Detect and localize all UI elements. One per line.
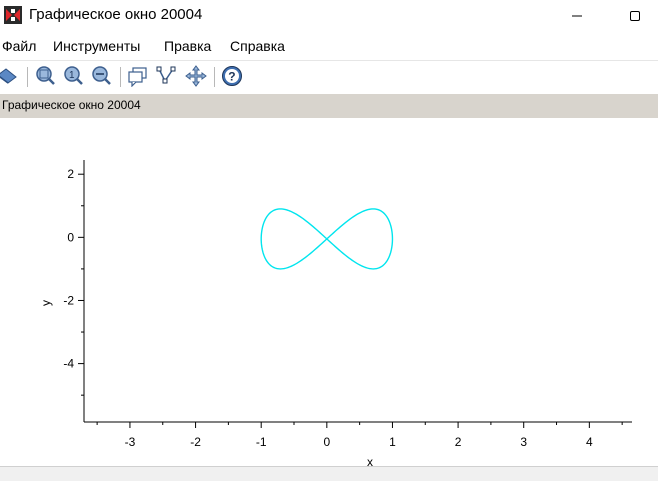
datatip-button[interactable] <box>127 65 149 87</box>
x-tick-label: 3 <box>520 435 527 449</box>
plot-svg: -3 -2 -1 0 1 2 3 4 2 0 -2 -4 y x <box>39 160 632 469</box>
toolbar-separator <box>214 67 215 87</box>
figure-info-bar: Графическое окно 20004 <box>0 94 658 118</box>
pan-icon <box>185 65 207 87</box>
y-tick-label: 2 <box>67 167 74 181</box>
menu-file[interactable]: Файл <box>2 38 37 54</box>
x-tick-label: 4 <box>586 435 593 449</box>
x-tick-label: 1 <box>389 435 396 449</box>
toolbar-separator <box>120 67 121 87</box>
toolbar-separator <box>27 67 28 87</box>
zoom-in-button[interactable] <box>34 65 56 87</box>
scilab-app-icon <box>4 6 22 24</box>
editor-button[interactable] <box>155 65 177 87</box>
toolbar: 1 ? <box>0 60 658 93</box>
menu-edit[interactable]: Правка <box>164 38 212 54</box>
menu-help[interactable]: Справка <box>230 38 285 54</box>
curve-series <box>260 208 394 270</box>
y-tick-label: -2 <box>63 293 74 307</box>
zoom-one-button[interactable]: 1 <box>62 65 84 87</box>
status-bar <box>0 466 658 481</box>
editor-icon <box>156 66 176 84</box>
title-bar: Графическое окно 20004 <box>0 0 658 32</box>
x-tick-label: -1 <box>256 435 267 449</box>
help-button[interactable]: ? <box>221 65 243 87</box>
rotate-icon <box>0 68 17 84</box>
x-tick-label: 0 <box>323 435 330 449</box>
pan-button[interactable] <box>185 65 207 87</box>
minimize-icon <box>572 15 582 17</box>
rotate-button[interactable] <box>0 65 18 87</box>
plot-canvas[interactable]: -3 -2 -1 0 1 2 3 4 2 0 -2 -4 y x <box>0 118 658 469</box>
minimize-button[interactable] <box>554 0 600 32</box>
x-tick-label: -2 <box>190 435 201 449</box>
zoom-in-icon <box>36 66 55 85</box>
x-tick-label: -3 <box>125 435 136 449</box>
y-tick-label: 0 <box>67 230 74 244</box>
zoom-out-icon <box>92 66 111 85</box>
svg-text:?: ? <box>228 70 235 84</box>
maximize-button[interactable] <box>612 0 658 32</box>
zoom-out-button[interactable] <box>90 65 112 87</box>
x-axis-label: x <box>367 455 373 466</box>
datatip-icon <box>128 67 147 87</box>
menu-tools[interactable]: Инструменты <box>53 38 141 54</box>
svg-text:1: 1 <box>69 70 75 81</box>
y-tick-label: -4 <box>63 357 74 371</box>
help-icon: ? <box>222 66 242 86</box>
x-tick-label: 2 <box>455 435 462 449</box>
y-axis-label: y <box>39 300 53 306</box>
zoom-one-icon: 1 <box>64 66 83 85</box>
figure-info-text: Графическое окно 20004 <box>2 98 141 112</box>
window-title: Графическое окно 20004 <box>29 6 203 23</box>
menu-bar: Файл Инструменты Правка Справка <box>0 34 658 58</box>
maximize-icon <box>630 11 640 21</box>
